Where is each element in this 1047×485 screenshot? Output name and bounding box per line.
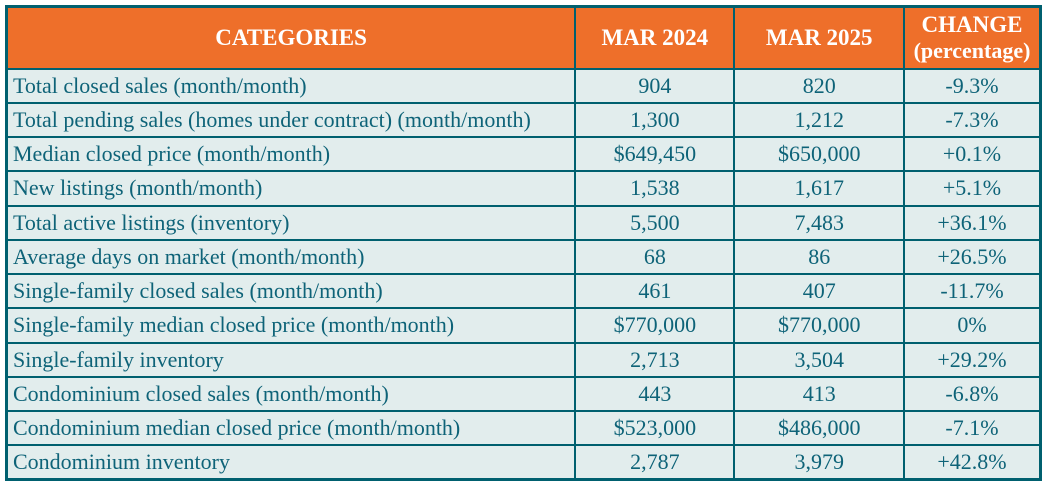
mar-2024-cell: $649,450 (574, 135, 736, 173)
mar-2024-cell: 2,713 (574, 341, 736, 378)
mar-2024-cell: $523,000 (574, 409, 736, 447)
mar-2024-cell: 68 (574, 238, 736, 276)
table-row: Single-family closed sales (month/month)… (5, 272, 1042, 310)
category-cell: Total active listings (inventory) (5, 204, 577, 241)
mar-2025-cell: 820 (733, 67, 905, 104)
category-cell: Single-family median closed price (month… (5, 307, 577, 344)
mar-2024-cell: 461 (574, 272, 736, 310)
change-cell: 0% (903, 307, 1042, 344)
mar-2024-cell: 443 (574, 375, 736, 413)
change-cell: +5.1% (903, 170, 1042, 207)
change-cell: -6.8% (903, 375, 1042, 413)
table-row: Condominium inventory 2,787 3,979 +42.8% (5, 444, 1042, 481)
category-cell: Condominium median closed price (month/m… (5, 409, 577, 447)
change-cell: -7.1% (903, 409, 1042, 447)
category-cell: Median closed price (month/month) (5, 135, 577, 173)
column-header-mar-2024: MAR 2024 (574, 5, 736, 70)
table-row: Average days on market (month/month) 68 … (5, 238, 1042, 276)
change-cell: +36.1% (903, 204, 1042, 241)
mar-2025-cell: 1,212 (733, 101, 905, 139)
category-cell: Condominium closed sales (month/month) (5, 375, 577, 413)
change-cell: +0.1% (903, 135, 1042, 173)
category-cell: Single-family inventory (5, 341, 577, 378)
change-cell: +42.8% (903, 444, 1042, 481)
mar-2025-cell: 3,979 (733, 444, 905, 481)
change-cell: +29.2% (903, 341, 1042, 378)
category-cell: New listings (month/month) (5, 170, 577, 207)
mar-2025-cell: $650,000 (733, 135, 905, 173)
mar-2025-cell: 7,483 (733, 204, 905, 241)
mar-2025-cell: 3,504 (733, 341, 905, 378)
change-cell: -7.3% (903, 101, 1042, 139)
mar-2024-cell: 5,500 (574, 204, 736, 241)
table-row: Single-family inventory 2,713 3,504 +29.… (5, 341, 1042, 378)
category-cell: Total pending sales (homes under contrac… (5, 101, 577, 139)
mar-2025-cell: 1,617 (733, 170, 905, 207)
market-stats-table: CATEGORIES MAR 2024 MAR 2025 CHANGE (per… (5, 5, 1042, 481)
table-row: Total active listings (inventory) 5,500 … (5, 204, 1042, 241)
change-cell: +26.5% (903, 238, 1042, 276)
mar-2025-cell: $486,000 (733, 409, 905, 447)
table-row: Single-family median closed price (month… (5, 307, 1042, 344)
mar-2024-cell: 2,787 (574, 444, 736, 481)
change-header-title: CHANGE (921, 11, 1023, 37)
mar-2025-cell: $770,000 (733, 307, 905, 344)
mar-2024-cell: $770,000 (574, 307, 736, 344)
change-header-subtitle: (percentage) (913, 38, 1031, 64)
category-cell: Single-family closed sales (month/month) (5, 272, 577, 310)
table-row: Median closed price (month/month) $649,4… (5, 135, 1042, 173)
mar-2025-cell: 413 (733, 375, 905, 413)
category-cell: Condominium inventory (5, 444, 577, 481)
column-header-mar-2025: MAR 2025 (733, 5, 905, 70)
mar-2024-cell: 1,300 (574, 101, 736, 139)
table-row: New listings (month/month) 1,538 1,617 +… (5, 170, 1042, 207)
header-row: CATEGORIES MAR 2024 MAR 2025 CHANGE (per… (5, 5, 1042, 70)
table-row: Total closed sales (month/month) 904 820… (5, 67, 1042, 104)
table-row: Total pending sales (homes under contrac… (5, 101, 1042, 139)
change-cell: -11.7% (903, 272, 1042, 310)
mar-2024-cell: 1,538 (574, 170, 736, 207)
mar-2025-cell: 407 (733, 272, 905, 310)
table-row: Condominium closed sales (month/month) 4… (5, 375, 1042, 413)
table-row: Condominium median closed price (month/m… (5, 409, 1042, 447)
column-header-categories: CATEGORIES (5, 5, 577, 70)
mar-2024-cell: 904 (574, 67, 736, 104)
mar-2025-cell: 86 (733, 238, 905, 276)
change-cell: -9.3% (903, 67, 1042, 104)
column-header-change: CHANGE (percentage) (903, 5, 1042, 70)
category-cell: Total closed sales (month/month) (5, 67, 577, 104)
category-cell: Average days on market (month/month) (5, 238, 577, 276)
